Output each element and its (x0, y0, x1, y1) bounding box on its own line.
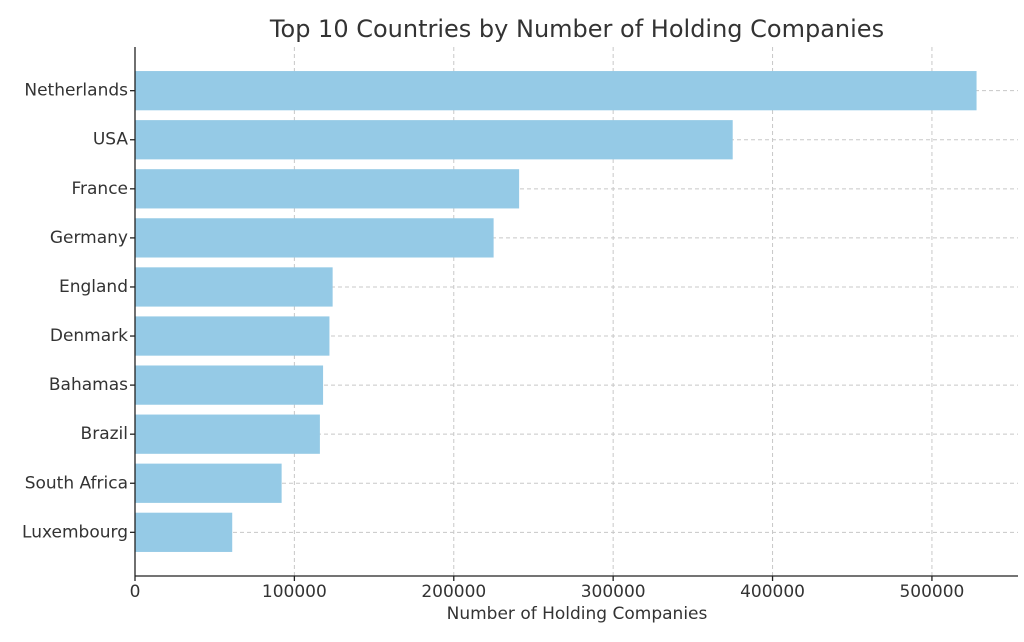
bar (135, 267, 333, 307)
bar (135, 218, 494, 258)
x-tick-label: 0 (130, 582, 141, 602)
bar (135, 120, 733, 160)
bar (135, 316, 330, 356)
y-tick-label: England (59, 277, 128, 297)
x-tick-label: 500000 (899, 582, 964, 602)
y-tick-label: USA (93, 130, 129, 150)
chart-title: Top 10 Countries by Number of Holding Co… (269, 15, 884, 43)
x-tick-label: 100000 (262, 582, 327, 602)
bar (135, 169, 520, 209)
y-tick-label: Germany (50, 228, 128, 248)
y-tick-label: France (71, 179, 128, 199)
y-tick-label: Bahamas (49, 375, 128, 395)
y-tick-label: South Africa (25, 473, 128, 493)
bar (135, 463, 282, 503)
x-axis-label: Number of Holding Companies (447, 604, 708, 624)
bar (135, 512, 233, 552)
x-tick-label: 300000 (581, 582, 646, 602)
y-tick-label: Netherlands (24, 81, 128, 101)
y-tick-label: Luxembourg (22, 522, 128, 542)
x-tick-label: 200000 (421, 582, 486, 602)
bar (135, 365, 324, 405)
y-tick-label: Brazil (81, 424, 128, 444)
x-tick-label: 400000 (740, 582, 805, 602)
bar (135, 71, 977, 111)
bar (135, 414, 320, 454)
y-tick-label: Denmark (50, 326, 128, 346)
